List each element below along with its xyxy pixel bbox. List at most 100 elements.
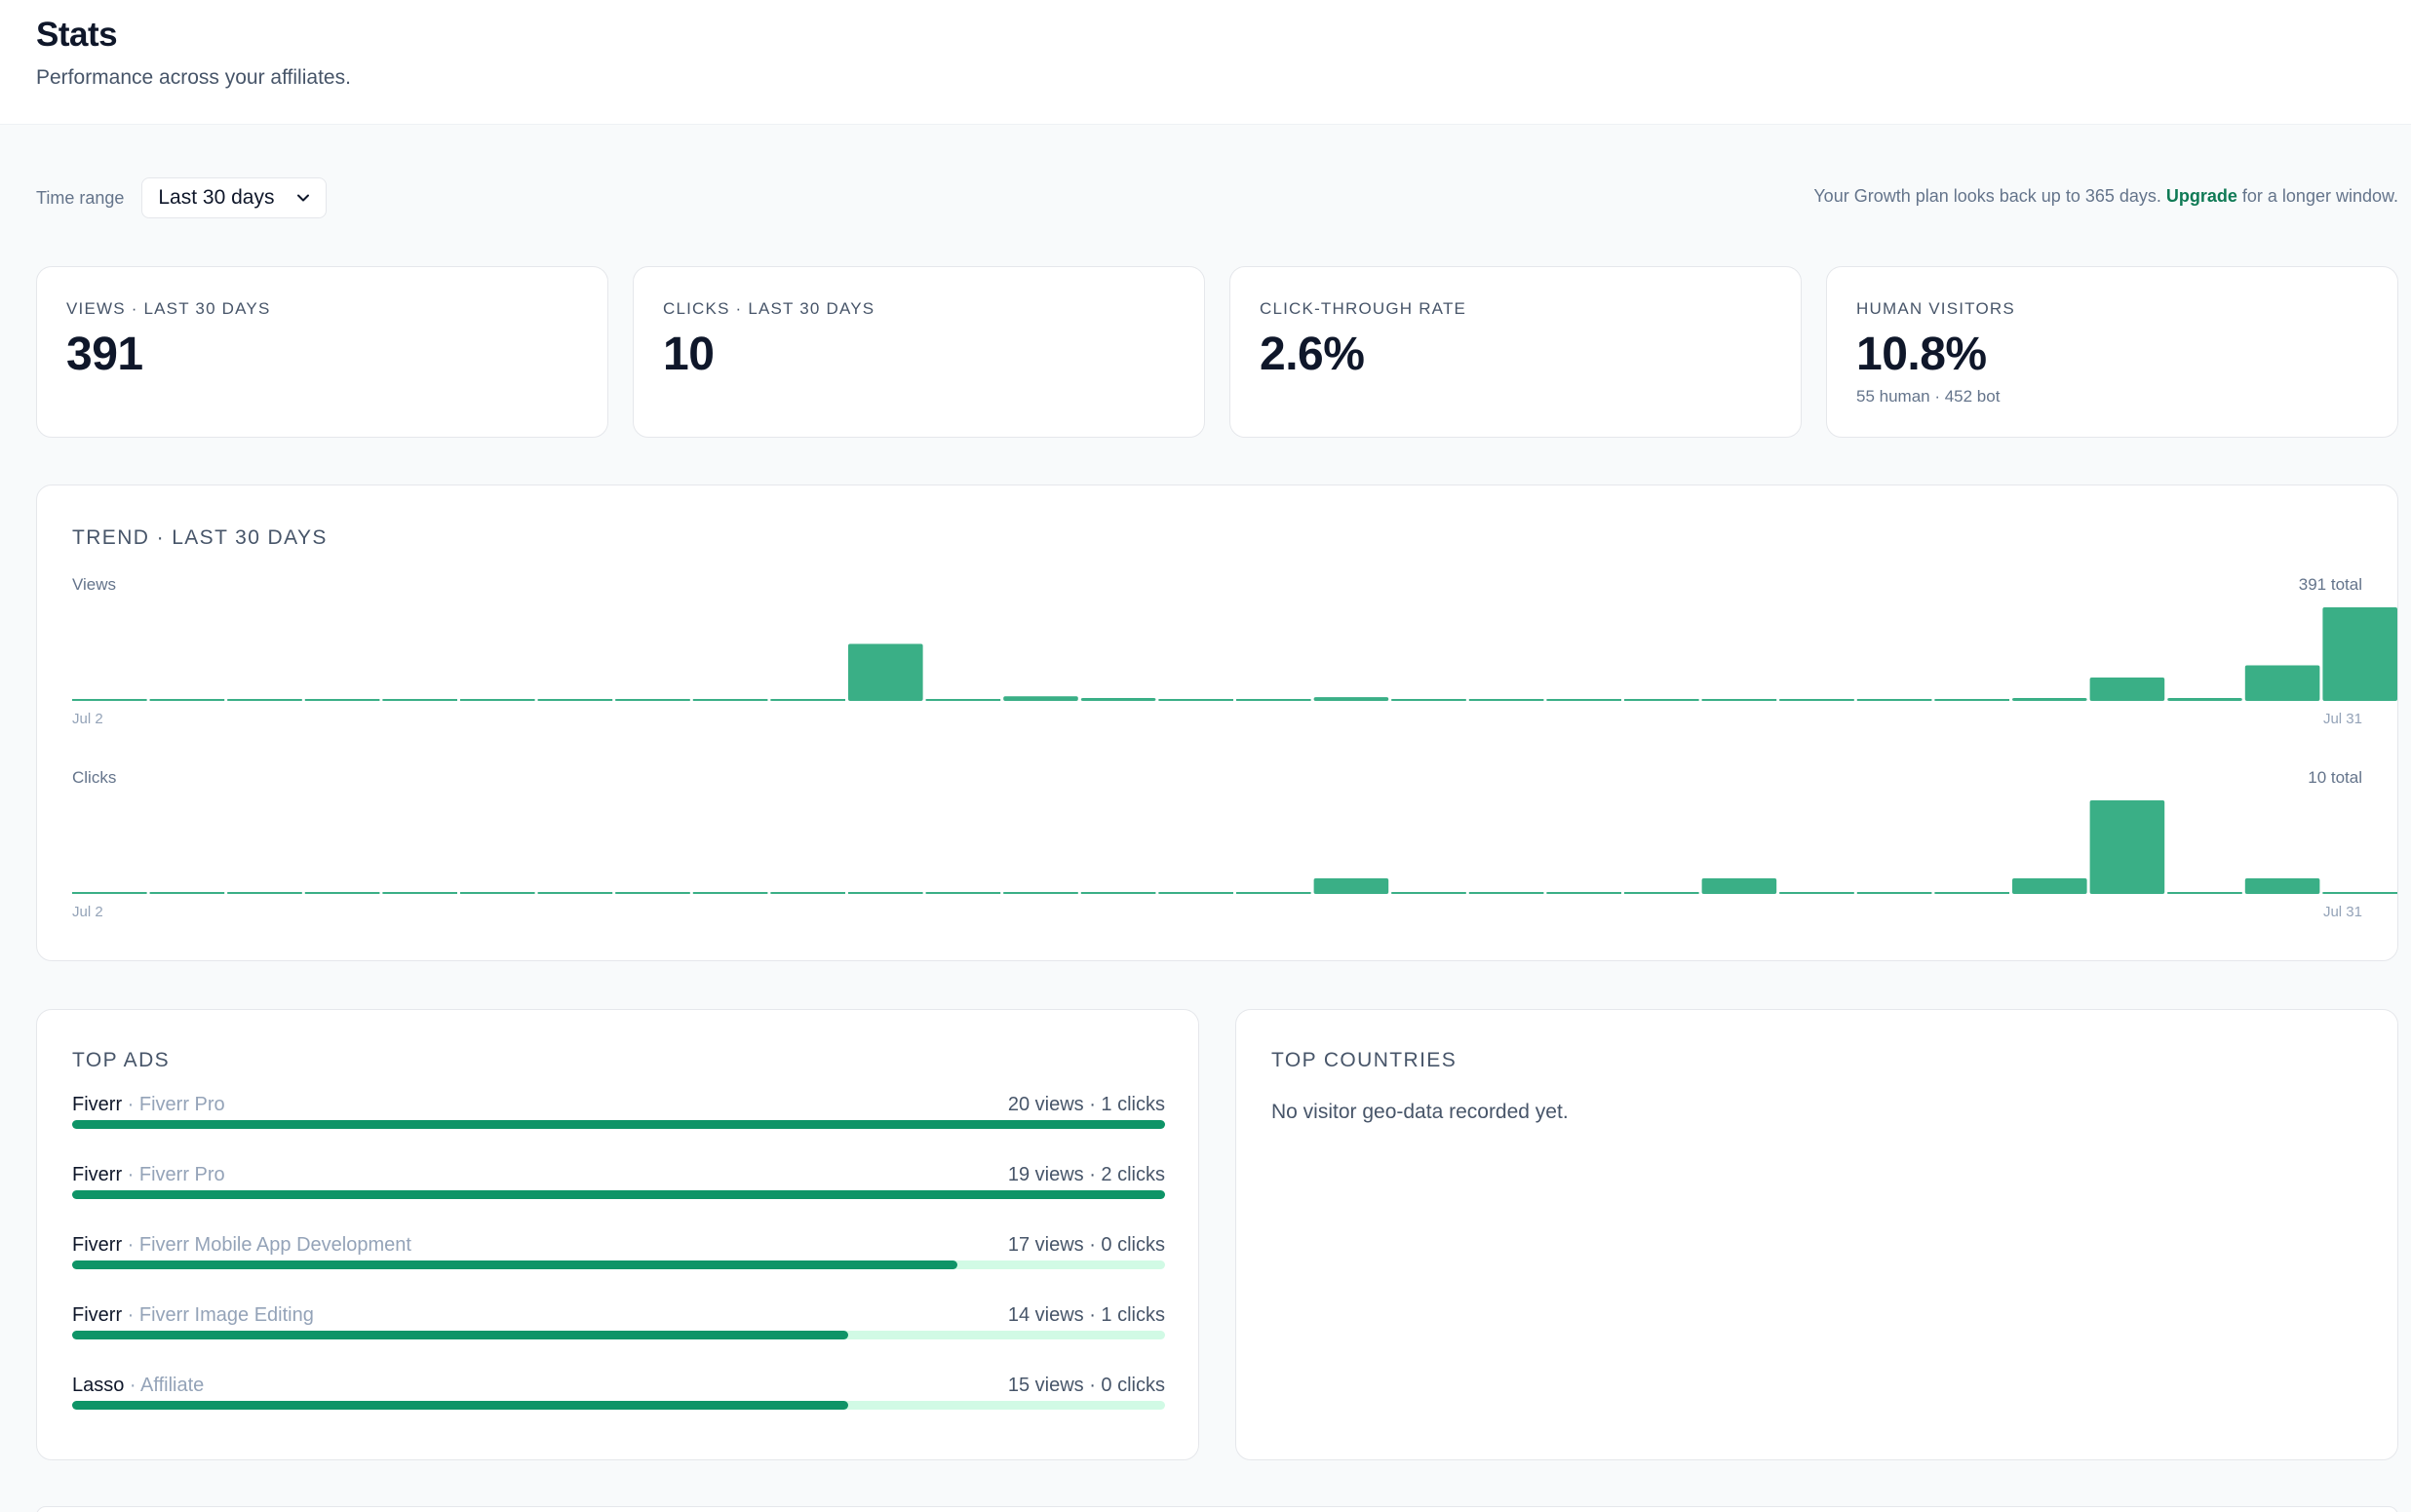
- ad-progress-track: [72, 1190, 1165, 1199]
- views-bar: [615, 699, 690, 701]
- views-bar: [1546, 699, 1621, 701]
- clicks-bar: [2167, 892, 2242, 894]
- clicks-bar: [382, 892, 457, 894]
- empty-state-message: No visitor geo-data recorded yet.: [1271, 1101, 1569, 1123]
- views-bar: [2012, 698, 2087, 701]
- views-bar: [304, 699, 380, 701]
- ad-separator: ·: [122, 1304, 139, 1326]
- trend-title: Trend · Last 30 days: [72, 526, 328, 549]
- ad-campaign: Affiliate: [140, 1375, 205, 1396]
- ad-name: Lasso · Affiliate: [72, 1375, 204, 1397]
- ad-separator: ·: [122, 1234, 139, 1256]
- views-bar: [2244, 665, 2320, 701]
- views-bar: [925, 699, 1001, 701]
- views-bar: [1468, 699, 1544, 701]
- views-bar: [692, 699, 768, 701]
- views-bar: [1080, 698, 1156, 701]
- ad-brand: Fiverr: [72, 1094, 123, 1115]
- upgrade-link[interactable]: Upgrade: [2165, 186, 2237, 206]
- top-ads-title: Top ads: [72, 1049, 171, 1071]
- views-chart-label: Views: [72, 575, 117, 594]
- clicks-bar: [1624, 892, 1699, 894]
- kpi-label: Clicks · Last 30 days: [663, 299, 875, 318]
- ad-stats: 17 views · 0 clicks: [1007, 1234, 1165, 1256]
- ad-campaign: Fiverr Mobile App Development: [138, 1234, 411, 1256]
- ad-progress-track: [72, 1331, 1165, 1339]
- clicks-bar: [692, 892, 768, 894]
- ad-name: Fiverr · Fiverr Mobile App Development: [72, 1234, 411, 1257]
- ad-row: Fiverr · Fiverr Image Editing 14 views · …: [72, 1304, 1165, 1363]
- plan-note: Your Growth plan looks back up to 365 da…: [1813, 186, 2398, 207]
- ad-progress-track: [72, 1260, 1165, 1269]
- ad-stats: 14 views · 1 clicks: [1007, 1304, 1165, 1326]
- ad-campaign: Fiverr Pro: [138, 1094, 225, 1115]
- chevron-down-icon: [297, 194, 310, 202]
- kpi-subtext: 55 human · 452 bot: [1856, 387, 2001, 406]
- clicks-axis-end: Jul 31: [2322, 904, 2362, 920]
- kpi-card-clicks: Clicks · Last 30 days 10: [633, 266, 1205, 438]
- views-bar: [1236, 699, 1311, 701]
- views-bar: [1624, 699, 1699, 701]
- clicks-bar: [1236, 892, 1311, 894]
- time-range-select[interactable]: Last 30 days: [141, 177, 328, 218]
- ad-progress-fill: [72, 1190, 1165, 1199]
- views-bar: [2089, 678, 2165, 701]
- clicks-bar: [615, 892, 690, 894]
- clicks-bar: [848, 892, 923, 894]
- ad-separator: ·: [122, 1164, 139, 1185]
- views-bar: [382, 699, 457, 701]
- views-bar: [1934, 699, 2009, 701]
- kpi-card-human-visitors: Human visitors 10.8% 55 human · 452 bot: [1826, 266, 2398, 438]
- ad-row: Fiverr · Fiverr Pro 19 views · 2 clicks: [72, 1164, 1165, 1222]
- ad-campaign: Fiverr Pro: [138, 1164, 225, 1185]
- views-bar-chart: [72, 607, 2397, 701]
- clicks-bar: [460, 892, 535, 894]
- clicks-bar: [72, 892, 147, 894]
- clicks-bar: [1080, 892, 1156, 894]
- ad-progress-fill: [72, 1120, 1165, 1129]
- views-bar: [2322, 607, 2397, 701]
- clicks-bar: [2322, 892, 2397, 894]
- views-bar: [770, 699, 845, 701]
- page-header: Stats Performance across your affiliates…: [0, 0, 2411, 125]
- clicks-bar: [1391, 892, 1466, 894]
- next-section-card: [36, 1506, 2398, 1512]
- clicks-bar: [1934, 892, 2009, 894]
- kpi-label: Views · Last 30 days: [66, 299, 271, 318]
- views-bar: [1391, 699, 1466, 701]
- clicks-bar: [1003, 892, 1078, 894]
- clicks-bar: [1468, 892, 1544, 894]
- clicks-bar: [770, 892, 845, 894]
- ad-brand: Lasso: [72, 1375, 125, 1396]
- ad-row: Fiverr · Fiverr Pro 20 views · 1 clicks: [72, 1094, 1165, 1152]
- kpi-label: Human visitors: [1856, 299, 2015, 318]
- ad-stats: 19 views · 2 clicks: [1007, 1164, 1165, 1185]
- plan-note-text: Your Growth plan looks back up to 365 da…: [1813, 186, 2166, 206]
- clicks-bar: [1158, 892, 1233, 894]
- clicks-bar: [2089, 800, 2165, 894]
- time-range-value: Last 30 days: [158, 186, 275, 209]
- views-bar: [227, 699, 302, 701]
- clicks-axis-start: Jul 2: [72, 904, 103, 920]
- views-total: 391 total: [2298, 575, 2362, 594]
- top-countries-card: Top countries No visitor geo-data record…: [1235, 1009, 2398, 1460]
- clicks-bar: [227, 892, 302, 894]
- clicks-bar: [1546, 892, 1621, 894]
- clicks-bar: [1701, 878, 1777, 894]
- ad-stats: 15 views · 0 clicks: [1007, 1375, 1165, 1396]
- views-bar: [848, 643, 923, 701]
- ad-progress-track: [72, 1120, 1165, 1129]
- views-bar: [460, 699, 535, 701]
- views-bar: [149, 699, 225, 701]
- clicks-bar-chart: [72, 800, 2397, 894]
- ad-progress-fill: [72, 1401, 848, 1410]
- top-ads-card: Top ads Fiverr · Fiverr Pro 20 views · 1 …: [36, 1009, 1199, 1460]
- views-bar: [1313, 697, 1389, 701]
- ad-name: Fiverr · Fiverr Image Editing: [72, 1304, 314, 1327]
- ad-progress-fill: [72, 1260, 957, 1269]
- time-range-label: Time range: [36, 187, 125, 208]
- clicks-bar: [2012, 878, 2087, 894]
- ad-campaign: Fiverr Image Editing: [138, 1304, 314, 1326]
- ad-brand: Fiverr: [72, 1234, 123, 1256]
- views-bar: [1158, 699, 1233, 701]
